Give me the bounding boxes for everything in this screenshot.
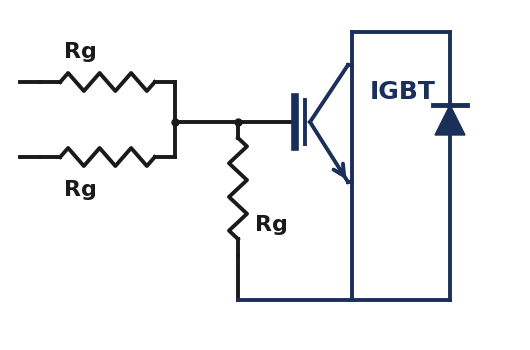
Text: Rg: Rg <box>255 215 288 235</box>
Text: Rg: Rg <box>64 42 96 62</box>
Polygon shape <box>435 105 465 135</box>
Text: IGBT: IGBT <box>370 80 436 104</box>
Text: Rg: Rg <box>64 180 96 200</box>
